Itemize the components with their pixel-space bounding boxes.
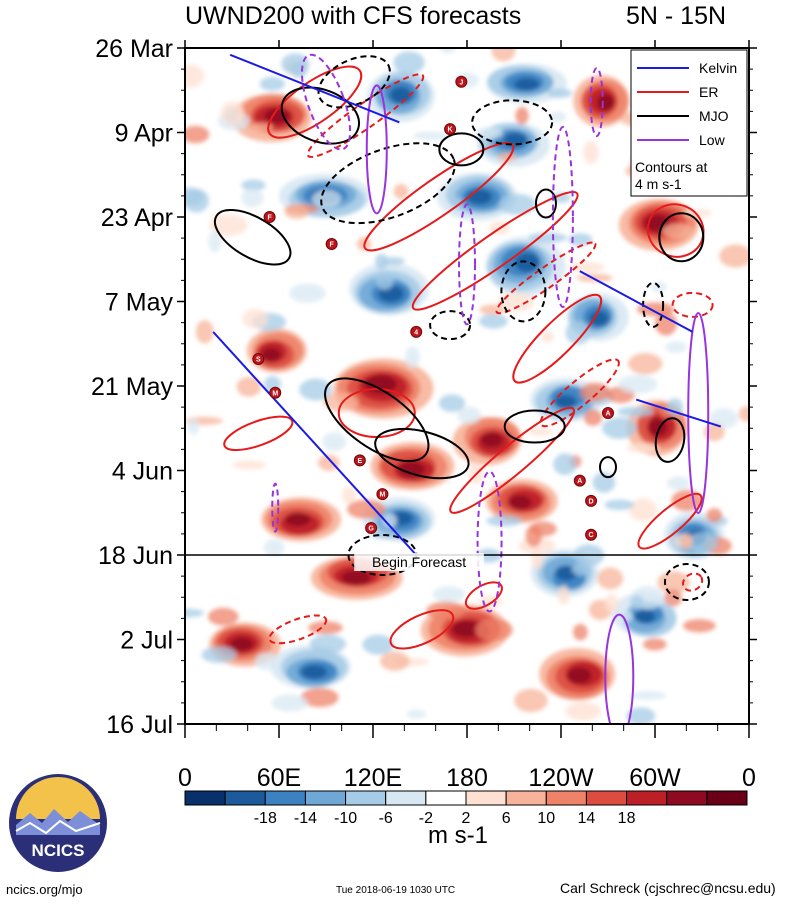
svg-text:4: 4	[414, 329, 418, 336]
svg-text:S: S	[256, 356, 261, 363]
svg-text:ER: ER	[699, 84, 718, 100]
colorbar-label: -18	[254, 810, 277, 827]
storm-marker: A	[602, 407, 614, 420]
begin-forecast-label: Begin Forecast	[372, 554, 466, 570]
storm-marker: J	[455, 75, 468, 88]
svg-text:F: F	[267, 215, 272, 222]
colorbar-label: -14	[294, 810, 317, 827]
colorbar-swatch	[184, 790, 226, 806]
svg-text:MJO: MJO	[699, 108, 729, 124]
storm-marker: F	[263, 211, 276, 223]
x-tick-label: 0	[178, 764, 192, 792]
colorbar-swatch	[505, 790, 547, 806]
y-tick-label: 23 Apr	[101, 204, 173, 232]
y-tick-label: 18 Jun	[98, 542, 173, 570]
colorbar-swatch	[585, 790, 628, 806]
storm-marker: M	[376, 488, 389, 501]
colorbar-swatch	[224, 790, 266, 806]
svg-text:A: A	[577, 478, 582, 485]
legend-box	[630, 49, 748, 197]
colorbar-label: 18	[618, 810, 636, 827]
colorbar-swatch	[304, 790, 347, 806]
colorbar-swatch	[345, 790, 387, 806]
colorbar-swatch	[465, 790, 507, 806]
storm-marker: G	[365, 521, 378, 534]
legend-note: 4 m s-1	[635, 176, 682, 192]
svg-text:Low: Low	[699, 132, 726, 148]
svg-text:A: A	[605, 411, 610, 418]
colorbar: -18 -14 -10 -6 -2 2 6 10 14 18	[184, 790, 748, 827]
svg-text:D: D	[589, 498, 594, 505]
y-tick-label: 26 Mar	[95, 35, 173, 63]
legend-note: Contours at	[635, 159, 707, 175]
svg-text:M: M	[272, 390, 278, 397]
legend: Kelvin ER MJO Low Contours at4 m s-1	[630, 49, 748, 197]
legend-entry: Kelvin	[637, 60, 737, 76]
legend-entry: MJO	[637, 108, 729, 124]
y-tick-label: 16 Jul	[106, 711, 173, 739]
wave-contours	[212, 53, 722, 724]
footer-timestamp: Tue 2018-06-19 1030 UTC	[336, 885, 456, 896]
footer-author: Carl Schreck (cjschrec@ncsu.edu)	[560, 880, 776, 896]
svg-text:F: F	[329, 242, 334, 249]
y-axis: 26 Mar 9 Apr 23 Apr 7 May 21 May 4 Jun 18 Jun 2…	[91, 35, 757, 739]
colorbar-swatch	[626, 790, 668, 806]
colorbar-units: m s-1	[428, 822, 488, 849]
colorbar-label: -2	[419, 810, 433, 827]
storm-marker: E	[353, 454, 366, 467]
svg-text:M: M	[379, 492, 385, 499]
x-axis: 0 60E 120E 180 120W 60W 0	[178, 40, 756, 792]
title-main: UWND200 with CFS forecasts	[185, 2, 522, 30]
colorbar-label: -6	[379, 810, 393, 827]
storm-markers: J K F F 4 S M E M G A A D C	[252, 75, 614, 541]
storm-marker: D	[585, 494, 598, 507]
y-tick-label: 2 Jul	[120, 627, 173, 655]
storm-marker: F	[325, 238, 338, 251]
svg-text:E: E	[358, 458, 363, 465]
colorbar-label: 6	[502, 810, 511, 827]
ncics-logo: NCICS	[9, 774, 107, 872]
storm-marker: A	[573, 474, 586, 487]
svg-text:G: G	[368, 525, 374, 532]
colorbar-label: 14	[578, 810, 596, 827]
colorbar-swatch	[545, 790, 587, 806]
x-tick-label: 60W	[629, 764, 681, 792]
y-tick-label: 9 Apr	[115, 120, 173, 148]
y-tick-label: 4 Jun	[112, 458, 173, 486]
legend-entry: ER	[637, 84, 718, 100]
colorbar-swatch	[666, 790, 708, 806]
svg-text:Kelvin: Kelvin	[699, 60, 737, 76]
x-tick-label: 120W	[528, 764, 594, 792]
y-tick-label: 21 May	[91, 373, 173, 401]
storm-marker: M	[269, 386, 282, 399]
colorbar-swatch	[706, 790, 748, 806]
x-tick-label: 0	[742, 764, 756, 792]
svg-text:K: K	[448, 127, 453, 134]
x-tick-label: 120E	[344, 764, 402, 792]
legend-entry: Low	[637, 132, 726, 148]
title-region: 5N - 15N	[626, 2, 727, 30]
colorbar-label: 10	[537, 810, 555, 827]
storm-marker: S	[252, 352, 265, 365]
y-tick-label: 7 May	[105, 289, 174, 317]
svg-text:J: J	[459, 79, 463, 86]
storm-marker: C	[585, 528, 598, 541]
x-tick-label: 60E	[257, 764, 301, 792]
svg-text:C: C	[589, 532, 594, 539]
storm-marker: 4	[410, 325, 423, 338]
x-tick-label: 180	[446, 764, 488, 792]
colorbar-swatch	[264, 790, 306, 806]
colorbar-label: 2	[462, 810, 471, 827]
colorbar-swatch	[425, 790, 467, 806]
colorbar-swatch	[385, 790, 427, 806]
logo-text: NCICS	[32, 841, 85, 860]
storm-marker: K	[444, 123, 457, 136]
footer-url: ncics.org/mjo	[6, 882, 83, 897]
colorbar-label: -10	[334, 810, 357, 827]
